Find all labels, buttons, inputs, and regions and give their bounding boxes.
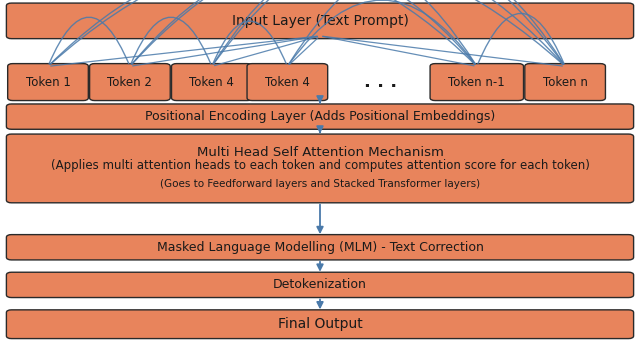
FancyArrowPatch shape [289, 0, 475, 64]
FancyBboxPatch shape [90, 64, 170, 101]
FancyArrowPatch shape [131, 17, 211, 64]
FancyBboxPatch shape [6, 104, 634, 129]
FancyArrowPatch shape [289, 38, 318, 64]
Text: Input Layer (Text Prompt): Input Layer (Text Prompt) [232, 14, 408, 28]
Text: Positional Encoding Layer (Adds Positional Embeddings): Positional Encoding Layer (Adds Position… [145, 110, 495, 123]
Text: Token n: Token n [543, 76, 588, 89]
Text: Token n-1: Token n-1 [449, 76, 505, 89]
Text: Multi Head Self Attention Mechanism: Multi Head Self Attention Mechanism [196, 145, 444, 159]
FancyArrowPatch shape [323, 37, 474, 66]
Text: Masked Language Modelling (MLM) - Text Correction: Masked Language Modelling (MLM) - Text C… [157, 241, 483, 254]
FancyBboxPatch shape [247, 64, 328, 101]
FancyArrowPatch shape [50, 0, 475, 64]
FancyArrowPatch shape [478, 13, 564, 64]
FancyArrowPatch shape [132, 36, 317, 66]
FancyBboxPatch shape [6, 310, 634, 339]
FancyArrowPatch shape [214, 37, 317, 66]
Text: Detokenization: Detokenization [273, 278, 367, 291]
Text: Token 2: Token 2 [108, 76, 152, 89]
Text: Token 1: Token 1 [26, 76, 70, 89]
Text: . . .: . . . [364, 73, 397, 91]
Text: Final Output: Final Output [278, 317, 362, 331]
FancyBboxPatch shape [6, 3, 634, 39]
FancyBboxPatch shape [6, 235, 634, 260]
FancyArrowPatch shape [214, 0, 563, 64]
FancyArrowPatch shape [49, 17, 129, 64]
FancyArrowPatch shape [132, 0, 563, 64]
FancyArrowPatch shape [50, 0, 563, 65]
Text: Token 4: Token 4 [265, 76, 310, 89]
FancyBboxPatch shape [430, 64, 524, 101]
FancyBboxPatch shape [8, 64, 88, 101]
FancyBboxPatch shape [6, 272, 634, 298]
FancyBboxPatch shape [525, 64, 605, 101]
FancyBboxPatch shape [172, 64, 252, 101]
FancyArrowPatch shape [289, 0, 564, 64]
FancyArrowPatch shape [51, 36, 317, 66]
FancyArrowPatch shape [132, 0, 475, 64]
Text: (Goes to Feedforward layers and Stacked Transformer layers): (Goes to Feedforward layers and Stacked … [160, 179, 480, 189]
Text: Token 4: Token 4 [189, 76, 234, 89]
FancyBboxPatch shape [6, 134, 634, 203]
FancyArrowPatch shape [323, 36, 563, 66]
FancyArrowPatch shape [213, 21, 286, 64]
Text: (Applies multi attention heads to each token and computes attention score for ea: (Applies multi attention heads to each t… [51, 159, 589, 172]
FancyArrowPatch shape [213, 0, 476, 64]
